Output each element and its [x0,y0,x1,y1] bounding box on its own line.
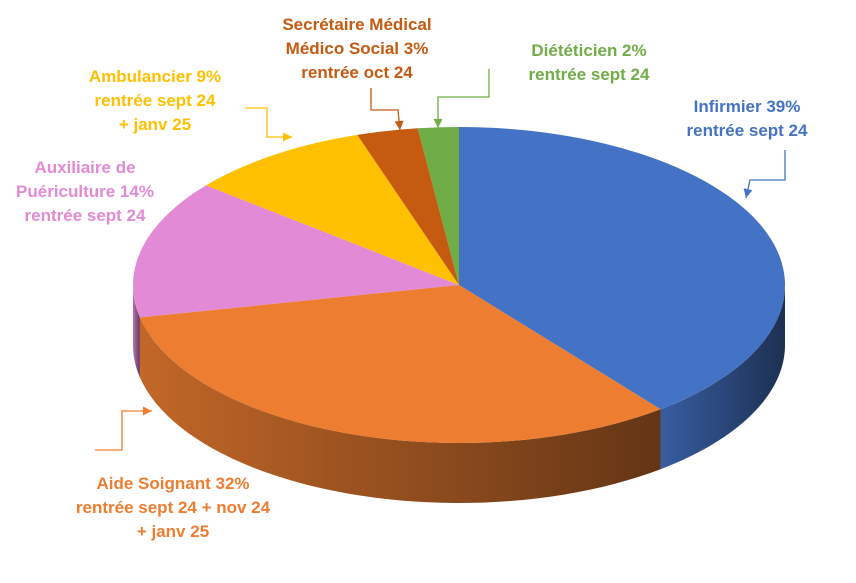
data-label-auxiliaire-de-puericulture: Auxiliaire de Puériculture 14% rentrée sep… [16,158,154,225]
slice-side-auxiliaire-de-puericulture [133,285,140,378]
leader-arrow-dieteticien [433,119,443,128]
leader-line-secretaire-medical-medico-social [370,88,401,131]
data-label-dieteticien: Diététicien 2% rentrée sept 24 [529,41,650,84]
data-label-line: Aide Soignant 32% [96,474,249,493]
data-label-line: rentrée sept 24 [529,65,650,84]
data-label-line: Ambulancier 9% [89,67,221,86]
pie-slices [132,127,786,444]
leader-arrow-aide-soignant [143,406,152,416]
data-label-line: Diététicien 2% [531,41,646,60]
leader-lines [95,69,786,451]
pie-sides [133,285,785,503]
slice-infirmier [459,127,786,410]
data-label-line: + janv 25 [137,522,209,541]
leader-arrow-infirmier [743,188,753,198]
data-label-ambulancier: Ambulancier 9% rentrée sept 24 + janv 25 [89,67,221,134]
leader-arrow-secretaire-medical-medico-social [394,120,404,130]
data-label-line: Secrétaire Médical [282,15,431,34]
leader-line-infirmier [745,150,786,199]
slice-secretaire-medical-medico-social [357,128,459,285]
leader-line-dieteticien [437,69,490,128]
data-labels: Infirmier 39% rentrée sept 24 Aide Soignan… [16,15,808,541]
data-label-line: + janv 25 [119,115,191,134]
data-label-line: Auxiliaire de [34,158,135,177]
data-label-infirmier: Infirmier 39% rentrée sept 24 [687,97,808,140]
slice-dieteticien [417,127,459,285]
data-label-line: Infirmier 39% [694,97,801,116]
data-label-line: rentrée sept 24 [687,121,808,140]
data-label-line: Puériculture 14% [16,182,154,201]
data-label-line: rentrée sept 24 [25,206,146,225]
slice-side-aide-soignant [139,317,661,503]
data-label-line: rentrée oct 24 [301,63,413,82]
slice-side-infirmier [660,285,785,470]
slice-aide-soignant [139,285,661,444]
leader-arrow-ambulancier [283,132,292,142]
slice-ambulancier [205,134,459,285]
data-label-line: rentrée sept 24 [95,91,216,110]
leader-line-aide-soignant [95,410,152,451]
data-label-secretaire-medical-medico-social: Secrétaire Médical Médico Social 3% rentré… [282,15,431,82]
data-label-line: rentrée sept 24 + nov 24 [76,498,271,517]
leader-line-ambulancier [245,107,292,138]
data-label-line: Médico Social 3% [286,39,429,58]
data-label-aide-soignant: Aide Soignant 32% rentrée sept 24 + nov 2… [76,474,271,541]
slice-auxiliaire-de-puericulture [132,185,459,318]
